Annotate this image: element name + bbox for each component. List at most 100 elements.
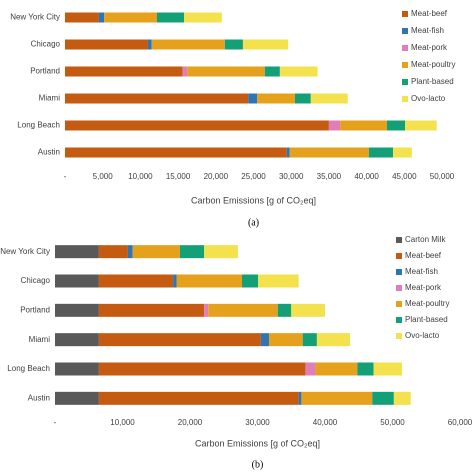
bar-segment: [241, 274, 259, 288]
bar-segment: [65, 147, 287, 158]
bar-segment: [328, 120, 341, 131]
bar-segment: [151, 39, 225, 50]
legend-label: Meat-poultry: [411, 60, 455, 69]
bar-segment: [279, 66, 318, 77]
x-axis-title: Carbon Emissions [g of CO₂eq]: [195, 438, 320, 448]
bar-segment: [302, 333, 317, 347]
y-tick-label: Miami: [39, 94, 61, 103]
bar-segment: [316, 333, 350, 347]
bar-segment: [294, 93, 311, 104]
bar-segment: [179, 245, 205, 259]
bar-segment: [257, 93, 295, 104]
bar-segment: [208, 303, 278, 317]
bar-segment: [182, 66, 188, 77]
legend-label: Plant-based: [411, 77, 454, 86]
bar-segment: [65, 12, 99, 23]
bar-segment: [242, 39, 289, 50]
y-tick-label: Portland: [30, 67, 60, 76]
legend-label: Ovo-lacto: [411, 94, 446, 103]
legend-label: Meat-beef: [411, 9, 448, 18]
bar-segment: [248, 93, 258, 104]
legend-label: Meat-beef: [405, 251, 442, 260]
legend-swatch: [402, 28, 408, 34]
bar-segment: [392, 147, 412, 158]
x-tick-label: 10,000: [128, 172, 153, 181]
bar-segment: [65, 120, 329, 131]
y-tick-label: Austin: [28, 393, 50, 402]
legend-label: Plant-based: [405, 315, 448, 324]
legend-label: Ovo-lacto: [405, 331, 440, 340]
legend-swatch: [396, 253, 402, 259]
x-tick-label: -: [54, 418, 57, 427]
x-tick-label: 25,000: [241, 172, 266, 181]
bar-segment: [176, 274, 242, 288]
legend-label: Meat-pork: [405, 283, 442, 292]
legend-swatch: [396, 269, 402, 275]
y-tick-label: Portland: [20, 305, 50, 314]
caption: (b): [252, 459, 264, 470]
x-tick-label: 45,000: [392, 172, 417, 181]
y-tick-label: Chicago: [31, 40, 61, 49]
bar-segment: [65, 39, 148, 50]
bar-segment: [156, 12, 185, 23]
legend-swatch: [396, 333, 402, 339]
legend-swatch: [396, 317, 402, 323]
bar-segment: [368, 147, 393, 158]
bar-segment: [224, 39, 243, 50]
y-tick-label: Austin: [38, 148, 60, 157]
x-tick-label: 40,000: [354, 172, 379, 181]
legend-swatch: [396, 237, 402, 243]
bar-segment: [301, 391, 373, 405]
bar-segment: [357, 362, 374, 376]
bar-segment: [173, 274, 177, 288]
x-tick-label: 20,000: [204, 172, 229, 181]
y-tick-label: Miami: [29, 335, 51, 344]
bar-segment: [127, 245, 133, 259]
legend-swatch: [396, 301, 402, 307]
bar-segment: [104, 12, 157, 23]
bar-segment: [393, 391, 411, 405]
bar-segment: [405, 120, 437, 131]
x-tick-label: 50,000: [380, 418, 405, 427]
y-tick-label: New York City: [10, 13, 60, 22]
bar-segment: [340, 120, 387, 131]
bar-segment: [277, 303, 292, 317]
bar-segment: [55, 362, 99, 376]
y-tick-label: Chicago: [21, 276, 51, 285]
bar-segment: [55, 274, 99, 288]
bar-segment: [98, 333, 261, 347]
bar-segment: [305, 362, 316, 376]
bar-segment: [204, 303, 209, 317]
caption: (a): [248, 217, 259, 228]
bar-segment: [187, 66, 265, 77]
bar-segment: [386, 120, 406, 131]
legend-label: Meat-fish: [411, 26, 444, 35]
legend-label: Meat-poultry: [405, 299, 449, 308]
x-tick-label: 30,000: [245, 418, 270, 427]
legend-swatch: [402, 45, 408, 51]
bar-segment: [372, 391, 394, 405]
x-tick-label: 30,000: [279, 172, 304, 181]
bar-segment: [373, 362, 402, 376]
legend-swatch: [396, 285, 402, 291]
bar-segment: [291, 303, 325, 317]
x-tick-label: 15,000: [166, 172, 191, 181]
y-tick-label: Long Beach: [7, 364, 50, 373]
bar-segment: [55, 245, 99, 259]
legend-label: Meat-fish: [405, 267, 438, 276]
bar-segment: [268, 333, 303, 347]
bar-segment: [98, 362, 306, 376]
x-tick-label: 35,000: [317, 172, 342, 181]
x-tick-label: 50,000: [430, 172, 455, 181]
x-tick-label: 10,000: [110, 418, 135, 427]
bar-segment: [98, 274, 174, 288]
bar-segment: [310, 93, 348, 104]
bar-segment: [98, 12, 105, 23]
x-tick-label: 20,000: [178, 418, 203, 427]
legend-swatch: [402, 96, 408, 102]
bar-segment: [55, 303, 99, 317]
legend-swatch: [402, 62, 408, 68]
bar-segment: [264, 66, 280, 77]
bar-segment: [65, 66, 183, 77]
